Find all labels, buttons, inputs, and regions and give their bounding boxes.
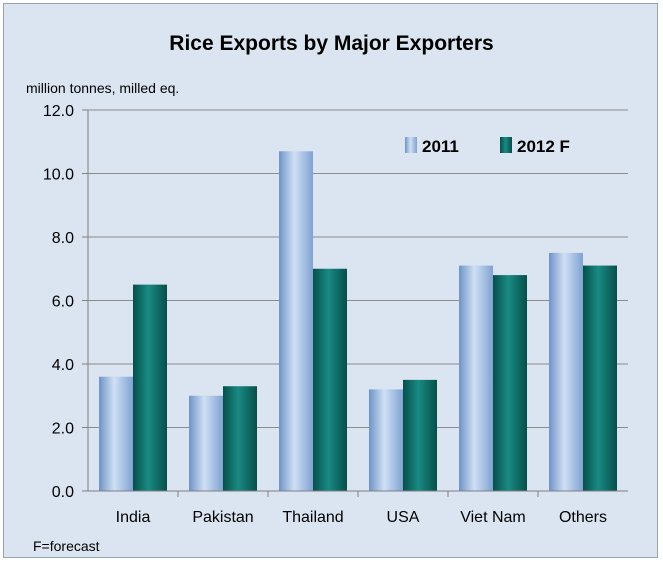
chart-title: Rice Exports by Major Exporters [169,32,494,55]
bar-pakistan-series-1 [223,386,257,491]
bar-thailand-series-1 [313,268,347,491]
bar-viet-nam-series-1 [493,275,527,491]
y-tick-label: 12.0 [43,103,74,120]
y-tick-label: 4.0 [52,357,74,374]
x-category-label: India [116,509,151,526]
bar-usa-series-0 [369,389,403,491]
bar-viet-nam-series-0 [459,265,493,491]
y-tick-label: 2.0 [52,421,74,438]
bar-thailand-series-0 [279,151,313,491]
legend-swatch [500,137,512,153]
bar-pakistan-series-0 [189,395,223,491]
y-tick-label: 10.0 [43,167,74,184]
x-category-label: Pakistan [192,509,253,526]
bar-others-series-1 [583,265,617,491]
bar-others-series-0 [549,252,583,491]
y-tick-label: 6.0 [52,294,74,311]
legend-label: 2012 F [517,137,570,156]
x-category-label: USA [387,509,420,526]
legend-swatch [405,137,417,153]
x-category-label: Thailand [282,509,343,526]
bar-india-series-0 [99,376,133,491]
x-category-label: Viet Nam [460,509,526,526]
y-tick-label: 8.0 [52,230,74,247]
bar-usa-series-1 [403,379,437,491]
legend-label: 2011 [422,137,459,156]
x-category-label: Others [559,509,607,526]
bar-india-series-1 [133,284,167,491]
forecast-footnote: F=forecast [33,538,100,554]
y-axis-unit-label: million tonnes, milled eq. [26,80,180,96]
y-tick-label: 0.0 [52,484,74,501]
